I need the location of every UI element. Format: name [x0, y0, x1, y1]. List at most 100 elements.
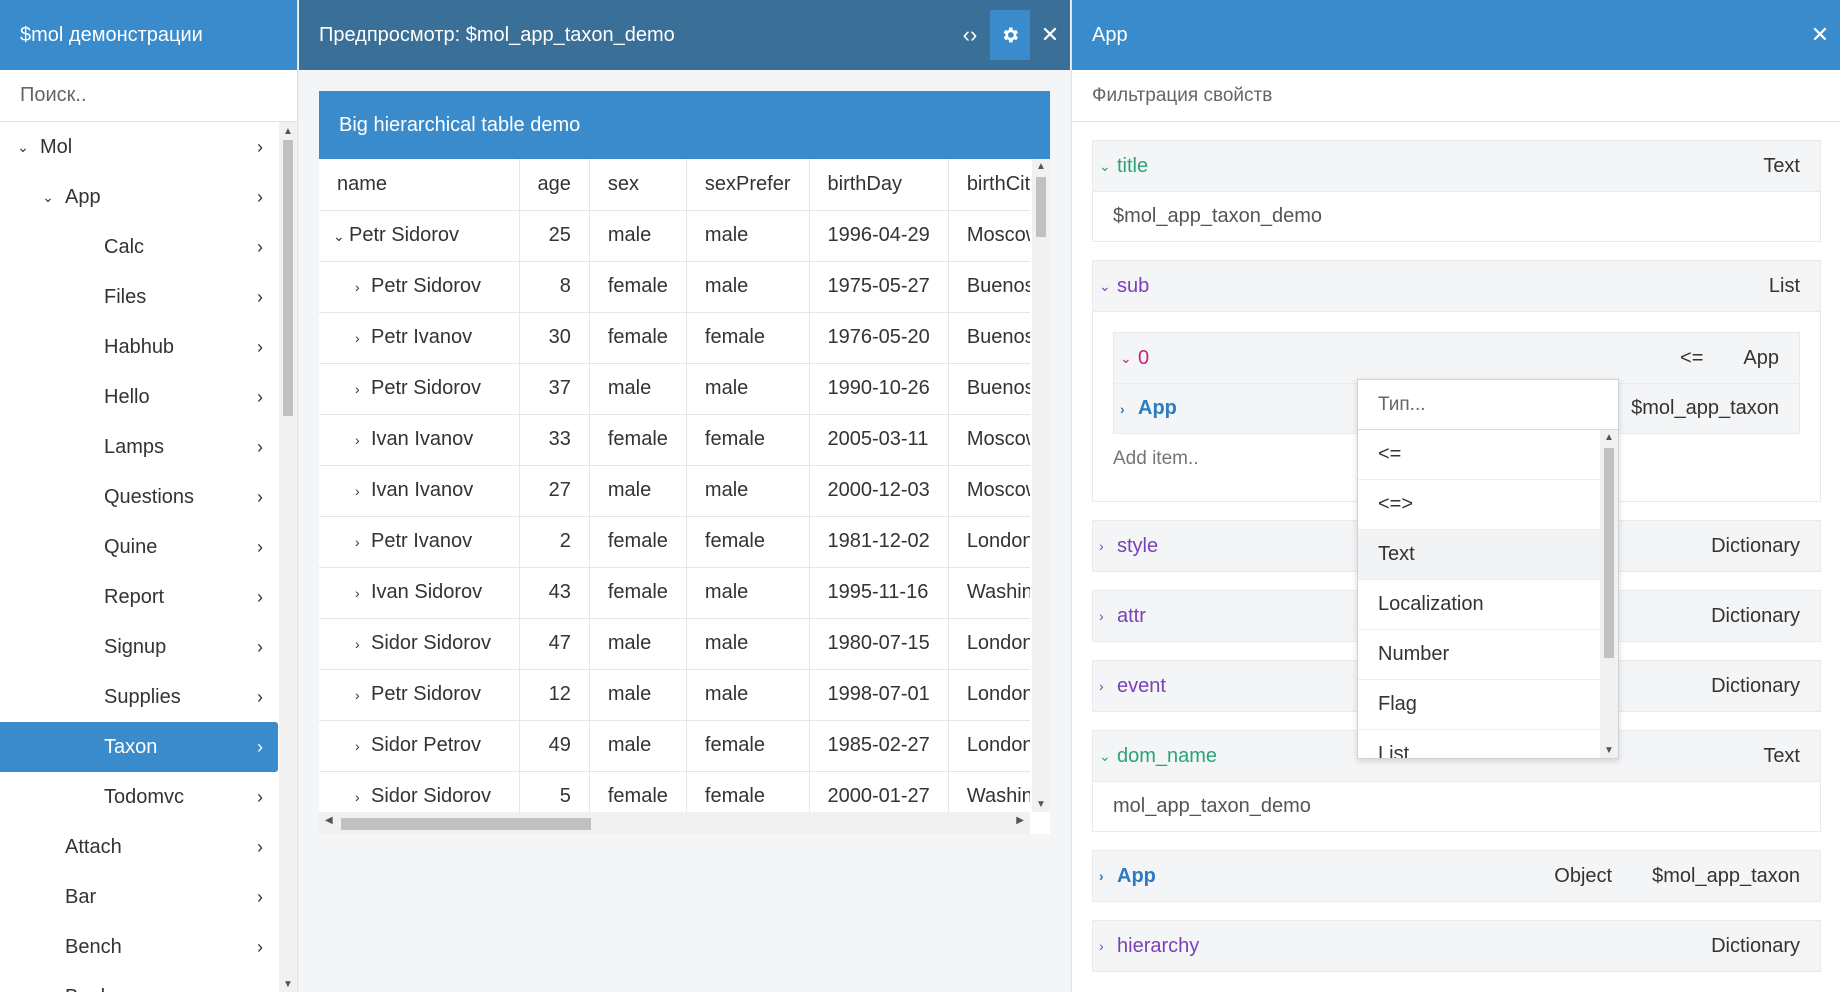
table-hscrollbar[interactable]: ◀ ▶ — [319, 812, 1030, 834]
chevron-down-icon: ⌄ — [42, 188, 54, 205]
table-row[interactable]: › Sidor Sidorov 5 female female 2000-01-27 Was… — [319, 771, 1030, 812]
nav-item-report[interactable]: Report › — [0, 572, 278, 622]
add-item-input[interactable] — [1113, 448, 1358, 470]
nav-item-hello[interactable]: Hello › — [0, 372, 278, 422]
scroll-down-arrow-icon[interactable]: ▼ — [1036, 799, 1046, 810]
nav-item-signup[interactable]: Signup › — [0, 622, 278, 672]
nav-scroll-thumb[interactable] — [283, 140, 293, 416]
prop-key: attr — [1117, 604, 1146, 627]
scroll-right-arrow-icon[interactable]: ▶ — [1016, 815, 1024, 826]
scroll-down-arrow-icon[interactable]: ▼ — [283, 979, 293, 990]
chevron-right-icon: › — [257, 936, 263, 957]
nav-item-habhub[interactable]: Habhub › — [0, 322, 278, 372]
column-header-age[interactable]: age — [519, 159, 590, 211]
table-row[interactable]: › Sidor Petrov 49 male female 1985-02-27 Londo… — [319, 720, 1030, 772]
chevron-right-icon[interactable]: › — [355, 738, 360, 754]
table-row[interactable]: › Petr Ivanov 2 female female 1981-12-02 Londo… — [319, 516, 1030, 568]
nav-item-files[interactable]: Files › — [0, 272, 278, 322]
column-header-birthDay[interactable]: birthDay — [809, 159, 949, 211]
prop-event-row[interactable]: › event Dictionary — [1093, 661, 1820, 711]
preview-header: Предпросмотр: $mol_app_taxon_demo ‹› ✕ — [299, 0, 1070, 70]
close-inspector-button[interactable]: ✕ — [1800, 10, 1840, 60]
table-hscroll-thumb[interactable] — [341, 818, 591, 830]
settings-button[interactable] — [990, 10, 1030, 60]
prop-hierarchy-row[interactable]: › hierarchy Dictionary — [1093, 921, 1820, 971]
nav-item-bench[interactable]: Bench › — [0, 922, 278, 972]
nav-item-lamps[interactable]: Lamps › — [0, 422, 278, 472]
cell-name-text: Ivan Ivanov — [371, 479, 474, 501]
table-row[interactable]: › Petr Sidorov 8 female male 1975-05-27 Buenos… — [319, 261, 1030, 313]
close-preview-button[interactable]: ✕ — [1030, 10, 1070, 60]
dropdown-scrollbar[interactable]: ▲ ▼ — [1600, 430, 1618, 758]
scroll-up-arrow-icon[interactable]: ▲ — [1604, 432, 1614, 443]
nav-item-bar[interactable]: Bar › — [0, 872, 278, 922]
search-input[interactable] — [20, 84, 297, 107]
prop-value[interactable]: $mol_app_taxon_demo — [1093, 191, 1820, 241]
scroll-down-arrow-icon[interactable]: ▼ — [1604, 745, 1614, 756]
type-option[interactable]: Flag — [1358, 680, 1600, 730]
type-option[interactable]: Number — [1358, 630, 1600, 680]
chevron-right-icon[interactable]: › — [355, 687, 360, 703]
prop-dom-name-row[interactable]: ⌄ dom_name Text — [1093, 731, 1820, 781]
nav-item-app[interactable]: ⌄ App › — [0, 172, 278, 222]
prop-sub-row[interactable]: ⌄ sub List — [1093, 261, 1820, 311]
column-header-sexPrefer[interactable]: sexPrefer — [686, 159, 810, 211]
chevron-right-icon[interactable]: › — [355, 330, 360, 346]
type-option[interactable]: Localization — [1358, 580, 1600, 630]
property-filter-input[interactable] — [1092, 84, 1840, 107]
table-row[interactable]: › Ivan Ivanov 33 female female 2005-03-11 Mosc… — [319, 414, 1030, 466]
nav-item-todomvc[interactable]: Todomvc › — [0, 772, 278, 822]
prop-title-row[interactable]: ⌄ title Text — [1093, 141, 1820, 191]
nav-item-calc[interactable]: Calc › — [0, 222, 278, 272]
cell-birthDay: 2000-12-03 — [809, 465, 949, 517]
chevron-right-icon[interactable]: › — [355, 534, 360, 550]
chevron-right-icon[interactable]: › — [355, 381, 360, 397]
nav-item-supplies[interactable]: Supplies › — [0, 672, 278, 722]
nav-scrollbar[interactable]: ▲ ▼ — [279, 122, 297, 992]
prop-style-row[interactable]: › style Dictionary — [1093, 521, 1820, 571]
cell-age: 37 — [519, 363, 590, 415]
nav-item-taxon[interactable]: Taxon › — [0, 722, 278, 772]
source-code-button[interactable]: ‹› — [950, 10, 990, 60]
chevron-right-icon[interactable]: › — [355, 585, 360, 601]
type-option[interactable]: <= — [1358, 430, 1600, 480]
sub-item-0-row[interactable]: ⌄ 0 <= App — [1114, 333, 1799, 383]
type-option[interactable]: Text — [1358, 530, 1600, 580]
chevron-down-icon[interactable]: ⌄ — [333, 228, 345, 244]
table-row[interactable]: › Sidor Sidorov 47 male male 1980-07-15 London — [319, 618, 1030, 670]
prop-type: Object — [1554, 864, 1613, 887]
column-header-birthCity[interactable]: birthCity — [948, 159, 1030, 211]
table-row[interactable]: › Petr Sidorov 37 male male 1990-10-26 Buenos … — [319, 363, 1030, 415]
table-vscrollbar[interactable]: ▲ ▼ — [1032, 159, 1050, 812]
scroll-up-arrow-icon[interactable]: ▲ — [1036, 161, 1046, 172]
nav-item-book[interactable]: Book› — [0, 972, 278, 992]
table-row[interactable]: › Petr Sidorov 12 male male 1998-07-01 London — [319, 669, 1030, 721]
prop-value[interactable]: mol_app_taxon_demo — [1093, 781, 1820, 831]
chevron-right-icon[interactable]: › — [355, 483, 360, 499]
table-row[interactable]: › Petr Ivanov 30 female female 1976-05-20 Buen… — [319, 312, 1030, 364]
cell-name-text: Sidor Petrov — [371, 734, 482, 756]
nav-item-quine[interactable]: Quine › — [0, 522, 278, 572]
nav-item-mol[interactable]: ⌄ Mol › — [0, 122, 278, 172]
prop-app-row[interactable]: › App Object $mol_app_taxon — [1093, 851, 1820, 901]
chevron-right-icon[interactable]: › — [355, 432, 360, 448]
type-option[interactable]: List — [1358, 730, 1600, 758]
type-option[interactable]: <=> — [1358, 480, 1600, 530]
prop-attr-row[interactable]: › attr Dictionary — [1093, 591, 1820, 641]
column-header-name[interactable]: name — [319, 159, 520, 211]
scroll-left-arrow-icon[interactable]: ◀ — [325, 815, 333, 826]
table-vscroll-thumb[interactable] — [1036, 177, 1046, 237]
chevron-right-icon[interactable]: › — [355, 279, 360, 295]
nav-item-questions[interactable]: Questions › — [0, 472, 278, 522]
column-header-sex[interactable]: sex — [589, 159, 687, 211]
type-search-input[interactable] — [1378, 393, 1618, 416]
scroll-up-arrow-icon[interactable]: ▲ — [283, 126, 293, 137]
nav-item-attach[interactable]: Attach › — [0, 822, 278, 872]
table-row[interactable]: › Ivan Sidorov 43 female male 1995-11-16 Washi… — [319, 567, 1030, 619]
chevron-right-icon[interactable]: › — [355, 636, 360, 652]
chevron-right-icon[interactable]: › — [355, 789, 360, 805]
dropdown-scroll-thumb[interactable] — [1604, 448, 1614, 658]
cell-sexPrefer: male — [686, 465, 810, 517]
